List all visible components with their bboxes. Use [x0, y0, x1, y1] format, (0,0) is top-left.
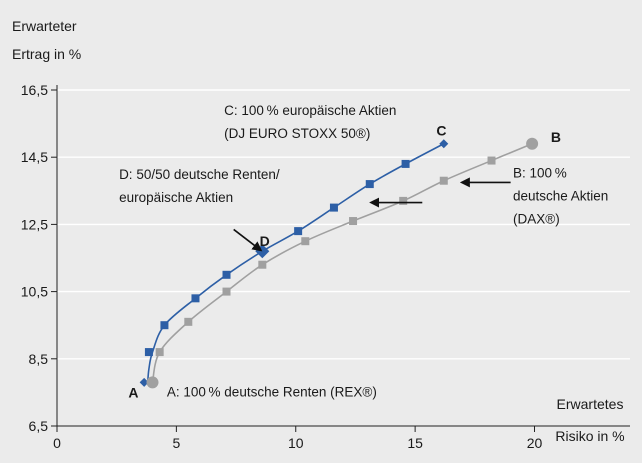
y-tick-labels: 6,5 8,5 10,5 12,5 14,5 16,5: [21, 82, 48, 434]
y-tick-label: 16,5: [21, 82, 48, 98]
blue-series-marker: [223, 271, 231, 279]
point-label: D: [260, 233, 270, 249]
x-tick-label: 0: [53, 435, 61, 451]
x-axis-title: Erwartetes Risiko in %: [555, 396, 624, 444]
x-axis-title-line-1: Erwartetes: [557, 396, 624, 412]
annotation-text: europäische Aktien: [119, 190, 233, 205]
gray-series-marker: [488, 157, 496, 165]
y-tick-label: 14,5: [21, 149, 48, 165]
x-tick-label: 5: [172, 435, 180, 451]
point-label: A: [128, 384, 138, 400]
gray-series-marker: [440, 177, 448, 185]
gray-series-marker: [258, 261, 266, 269]
blue-series-marker: [366, 180, 374, 188]
blue-series-marker: [160, 321, 168, 329]
annotation-text: D: 50/50 deutsche Renten/: [119, 167, 280, 182]
gray-series-marker: [399, 197, 407, 205]
y-axis-title: Erwarteter Ertrag in %: [12, 18, 81, 62]
annotation-arrow: [234, 229, 260, 249]
annotation-text: deutsche Aktien: [513, 188, 608, 203]
gray-series-marker: [526, 138, 538, 150]
blue-series-marker: [439, 139, 448, 148]
gray-series-marker: [223, 288, 231, 296]
gray-series-marker: [156, 348, 164, 356]
gray-series-marker: [301, 237, 309, 245]
gray-series-marker: [184, 318, 192, 326]
annotation-arrows: [234, 182, 511, 249]
y-tick-label: 12,5: [21, 216, 48, 232]
x-tick-label: 20: [527, 435, 543, 451]
y-axis-title-line-2: Ertrag in %: [12, 46, 81, 62]
x-axis-title-line-2: Risiko in %: [555, 428, 624, 444]
x-tick-label: 15: [407, 435, 423, 451]
gray-series-marker: [349, 217, 357, 225]
annotation-text: (DJ EURO STOXX 50®): [224, 126, 370, 141]
point-label: B: [551, 129, 561, 145]
x-tick-labels: 0 5 10 15 20: [53, 435, 542, 451]
y-axis-title-line-1: Erwarteter: [12, 18, 77, 34]
annotation-text: C: 100 % europäische Aktien: [224, 103, 396, 118]
point-label: C: [436, 122, 446, 138]
blue-series-marker: [145, 348, 153, 356]
blue-series-marker: [402, 160, 410, 168]
y-tick-label: 8,5: [29, 351, 49, 367]
blue-series-marker: [191, 294, 199, 302]
annotation-text: (DAX®): [513, 211, 560, 226]
gray-series-marker: [147, 376, 159, 388]
annotation-text: B: 100 %: [513, 165, 567, 180]
y-tick-label: 6,5: [29, 418, 49, 434]
annotation-text: A: 100 % deutsche Renten (REX®): [167, 384, 377, 399]
x-tick-label: 10: [288, 435, 304, 451]
blue-series-marker: [330, 204, 338, 212]
blue-series-marker: [294, 227, 302, 235]
y-tick-label: 10,5: [21, 284, 48, 300]
